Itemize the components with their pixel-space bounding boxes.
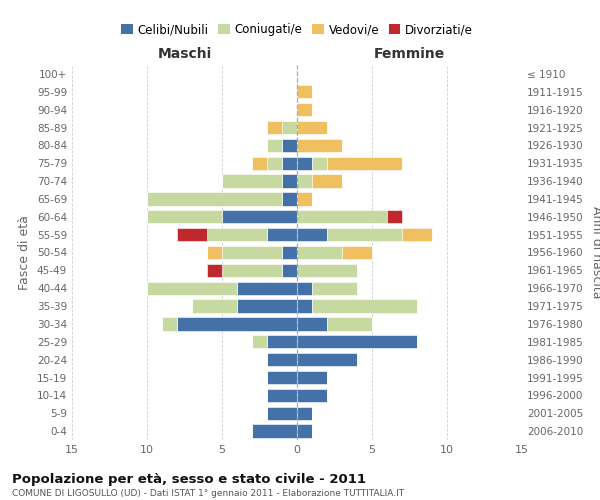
Bar (297, 103, 312, 117)
Bar (297, 317, 327, 330)
Bar (297, 174, 312, 188)
Bar (297, 282, 312, 295)
Bar (312, 300, 417, 313)
Bar (312, 156, 327, 170)
Bar (222, 210, 297, 224)
Bar (237, 300, 297, 313)
Bar (387, 210, 402, 224)
Bar (192, 300, 237, 313)
Bar (222, 264, 282, 277)
Bar (282, 174, 297, 188)
Bar (282, 138, 297, 152)
Bar (282, 156, 297, 170)
Bar (327, 156, 402, 170)
Bar (147, 192, 282, 205)
Bar (327, 228, 402, 241)
Bar (267, 228, 297, 241)
Bar (297, 192, 312, 205)
Bar (282, 192, 297, 205)
Bar (162, 317, 177, 330)
Bar (297, 210, 387, 224)
Bar (297, 424, 312, 438)
Bar (177, 317, 297, 330)
Bar (297, 300, 312, 313)
Legend: Celibi/Nubili, Coniugati/e, Vedovi/e, Divorziati/e: Celibi/Nubili, Coniugati/e, Vedovi/e, Di… (116, 18, 478, 41)
Bar (267, 335, 297, 348)
Bar (297, 246, 342, 259)
Bar (297, 371, 327, 384)
Bar (252, 335, 267, 348)
Bar (282, 264, 297, 277)
Bar (297, 388, 327, 402)
Bar (252, 156, 267, 170)
Text: COMUNE DI LIGOSULLO (UD) - Dati ISTAT 1° gennaio 2011 - Elaborazione TUTTITALIA.: COMUNE DI LIGOSULLO (UD) - Dati ISTAT 1°… (12, 489, 404, 498)
Bar (297, 156, 312, 170)
Bar (297, 138, 342, 152)
Bar (312, 282, 357, 295)
Bar (267, 353, 297, 366)
Bar (207, 264, 222, 277)
Bar (177, 228, 207, 241)
Bar (207, 228, 267, 241)
Bar (267, 406, 297, 420)
Bar (267, 388, 297, 402)
Bar (342, 246, 372, 259)
Bar (297, 353, 357, 366)
Bar (282, 246, 297, 259)
Bar (297, 335, 417, 348)
Y-axis label: Anni di nascita: Anni di nascita (590, 206, 600, 298)
Bar (237, 282, 297, 295)
Bar (282, 121, 297, 134)
Bar (147, 282, 237, 295)
Bar (267, 371, 297, 384)
Bar (297, 406, 312, 420)
Y-axis label: Fasce di età: Fasce di età (19, 215, 31, 290)
Bar (402, 228, 432, 241)
Bar (222, 174, 282, 188)
Bar (222, 246, 282, 259)
Bar (297, 85, 312, 98)
Bar (297, 121, 327, 134)
Bar (267, 121, 282, 134)
Bar (297, 228, 327, 241)
Bar (207, 246, 222, 259)
Bar (252, 424, 297, 438)
Text: Maschi: Maschi (157, 48, 212, 62)
Bar (267, 138, 282, 152)
Bar (312, 174, 342, 188)
Bar (327, 317, 372, 330)
Text: Popolazione per età, sesso e stato civile - 2011: Popolazione per età, sesso e stato civil… (12, 472, 366, 486)
Bar (147, 210, 222, 224)
Text: Femmine: Femmine (374, 48, 445, 62)
Bar (267, 156, 282, 170)
Bar (297, 264, 357, 277)
